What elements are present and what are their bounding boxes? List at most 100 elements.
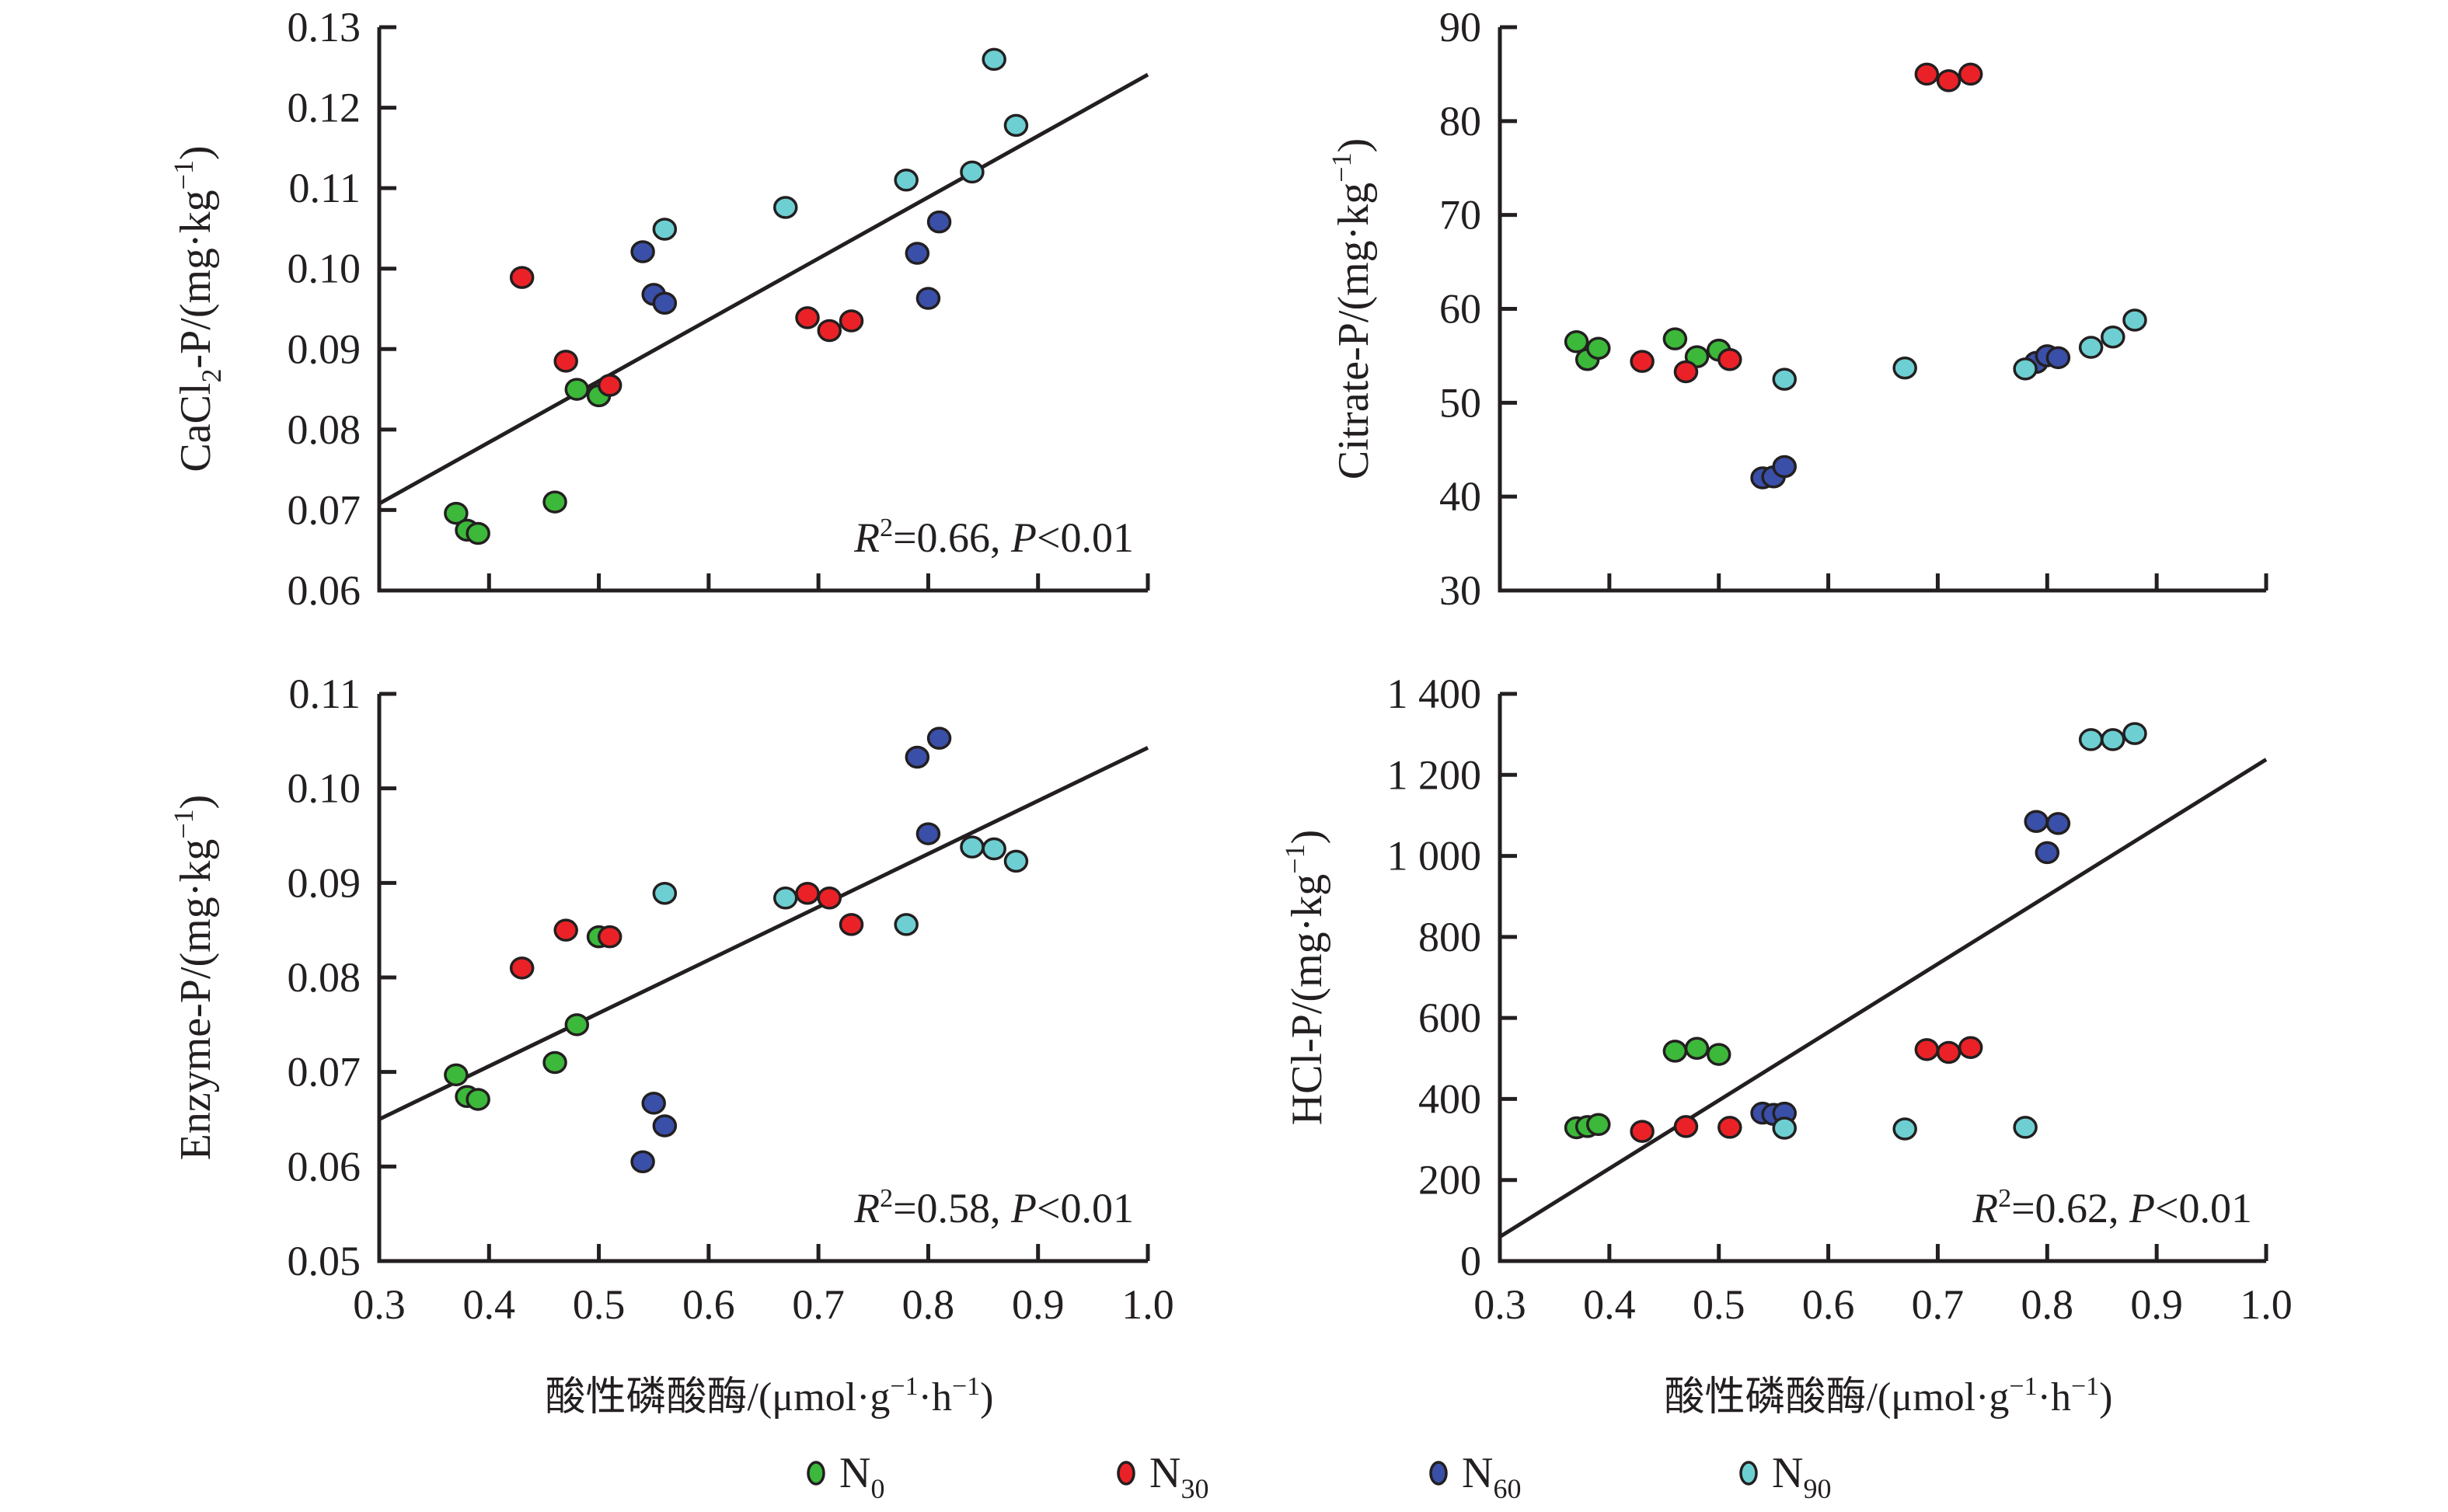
data-point-n0 [1586, 336, 1611, 360]
data-point-n60 [2045, 346, 2071, 370]
data-point-n60 [905, 242, 930, 265]
panel-citrate-p: 30 40 50 60 70 80 90 Citrate-P/(mg·kg−1) [1326, 4, 2268, 614]
series-n30 [1630, 62, 1983, 384]
y-axis-title: Enzyme-P/(mg·kg−1) [168, 795, 220, 1161]
series-n60 [630, 726, 952, 1173]
data-point-n30 [553, 918, 578, 942]
data-point-n60 [630, 240, 655, 263]
data-point-n90 [2013, 357, 2038, 381]
series-n90 [652, 835, 1029, 936]
data-point-n30 [817, 887, 842, 910]
data-point-n0 [1662, 1040, 1688, 1063]
legend-item-n30: N30 [1117, 1449, 1208, 1504]
x-tick-label: 0.3 [1473, 1281, 1526, 1328]
data-point-n0 [466, 1088, 490, 1111]
y-axis-title: HCl-P/(mg·kg−1) [1279, 830, 1331, 1126]
data-point-n30 [1717, 348, 1742, 371]
y-tick-label: 0.08 [288, 406, 361, 453]
legend-label-n30: N [1149, 1449, 1180, 1497]
y-tick-label: 200 [1418, 1157, 1481, 1204]
data-point-n60 [926, 210, 952, 234]
series-n30 [509, 881, 864, 980]
x-tick-label: 1.0 [2240, 1281, 2293, 1328]
data-point-n90 [1003, 113, 1029, 138]
data-point-n30 [1717, 1116, 1742, 1139]
x-tick-label: 1.0 [1121, 1281, 1174, 1328]
svg-text:N0: N0 [839, 1449, 884, 1504]
data-point-n0 [444, 1063, 469, 1087]
data-point-n0 [466, 521, 490, 545]
legend-item-n0: N0 [807, 1449, 884, 1504]
data-point-n60 [641, 1092, 666, 1115]
y-tick-label: 0.09 [288, 326, 361, 372]
y-tick-label: 0.06 [288, 1143, 361, 1190]
x-tick-label: 0.8 [2021, 1281, 2074, 1328]
y-tick-label: 0.05 [288, 1238, 361, 1284]
legend-label-n0: N [839, 1449, 870, 1497]
axis-lines [1498, 27, 2266, 593]
data-point-n90 [2013, 1116, 2038, 1139]
data-point-n0 [444, 501, 469, 525]
data-point-n60 [2045, 812, 2071, 835]
y-tick-label: 0.08 [288, 954, 361, 1001]
y-tick-label: 0.09 [288, 859, 361, 906]
data-point-n30 [839, 309, 864, 333]
data-point-n90 [1892, 1117, 1917, 1141]
y-tick-label: 0.11 [289, 165, 361, 211]
regression-line [378, 746, 1149, 1121]
data-point-n30 [509, 956, 535, 980]
series-n60 [1750, 810, 2071, 1126]
y-tick-label: 60 [1439, 286, 1481, 333]
data-point-n0 [1706, 1043, 1731, 1066]
data-point-n90 [982, 837, 1006, 861]
data-point-n30 [1673, 1115, 1699, 1138]
x-tick-label: 0.7 [792, 1281, 845, 1328]
regression-line [1498, 758, 2268, 1239]
svg-text:N30: N30 [1149, 1449, 1208, 1504]
y-tick-label: 70 [1439, 192, 1481, 239]
data-point-n30 [795, 306, 820, 329]
x-tick-label: 0.4 [463, 1281, 516, 1328]
y-tick-label: 0.10 [288, 765, 361, 812]
y-tick-label: 1 000 [1387, 833, 1482, 880]
data-point-n0 [1662, 327, 1688, 350]
data-point-n0 [1586, 1113, 1611, 1137]
series-n0 [1564, 1036, 1731, 1140]
series-n90 [1772, 308, 2147, 391]
legend-marker-n90 [1739, 1461, 1758, 1486]
legend-item-n60: N60 [1429, 1449, 1521, 1504]
data-point-n30 [839, 913, 864, 936]
series-n30 [1630, 1036, 1983, 1143]
data-point-n90 [894, 913, 919, 936]
data-point-n90 [960, 835, 985, 859]
series-n90 [652, 47, 1029, 241]
y-axis-title: CaCl2-P/(mg·kg−1) [168, 145, 227, 472]
data-point-n60 [905, 745, 930, 769]
data-point-n90 [1003, 849, 1029, 873]
y-tick-label: 0.11 [289, 671, 361, 717]
data-point-n90 [773, 887, 798, 910]
data-point-n60 [2024, 810, 2049, 833]
data-point-n30 [1958, 62, 1983, 86]
series-n0 [444, 925, 612, 1111]
data-point-n30 [597, 925, 622, 949]
y-tick-label: 30 [1439, 567, 1481, 614]
y-tick-label: 80 [1439, 98, 1481, 145]
y-tick-label: 800 [1418, 914, 1481, 960]
data-point-n60 [652, 1114, 678, 1137]
data-point-n30 [817, 319, 842, 343]
data-point-n30 [1673, 360, 1699, 384]
data-point-n60 [652, 291, 678, 315]
data-point-n30 [1958, 1036, 1983, 1059]
data-point-n90 [1772, 368, 1797, 391]
data-point-n90 [2122, 308, 2147, 332]
y-axis-title: Citrate-P/(mg·kg−1) [1326, 138, 1378, 480]
data-point-n90 [2122, 722, 2147, 745]
stat-annotation: R2=0.58, P<0.01 [853, 1184, 1134, 1232]
data-point-n60 [1772, 455, 1797, 479]
svg-text:N60: N60 [1462, 1449, 1521, 1504]
panel-enzyme-p: 0.05 0.06 0.07 0.08 0.09 0.10 0.11 0.3 0.4 0.5 0.6… [168, 671, 1174, 1328]
data-point-n90 [1892, 356, 1917, 380]
axis-lines [377, 27, 1148, 593]
y-tick-label: 0.13 [288, 4, 361, 51]
